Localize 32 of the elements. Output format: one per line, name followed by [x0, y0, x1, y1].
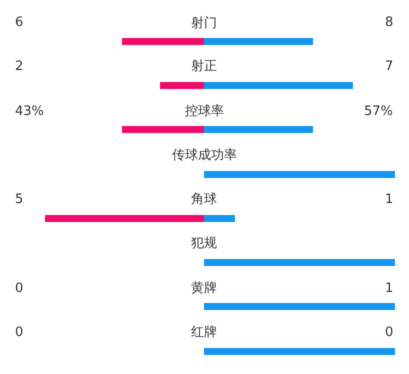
bar — [204, 38, 313, 45]
annotation: 1 — [385, 281, 394, 296]
annotation: 57% — [364, 104, 393, 119]
text: 0 — [15, 281, 24, 296]
bar — [204, 82, 353, 89]
text: 2 — [15, 59, 24, 74]
annotation: 1 — [385, 192, 394, 207]
annotation: 8 — [385, 15, 394, 30]
y-tick-label: 射正 — [191, 59, 217, 74]
bar — [204, 126, 313, 133]
text: 0 — [15, 325, 24, 340]
bar — [45, 215, 204, 222]
y-tick-label: 角球 — [191, 192, 217, 207]
bar — [160, 82, 204, 89]
annotation: 0 — [385, 325, 394, 340]
bar — [204, 215, 235, 222]
y-tick-label: 红牌 — [191, 325, 217, 340]
y-tick-label: 黄牌 — [191, 281, 217, 296]
y-tick-label: 传球成功率 — [172, 147, 237, 163]
y-tick-label: 犯规 — [191, 236, 217, 251]
bar — [204, 348, 395, 355]
bar — [204, 171, 395, 178]
text: 5 — [15, 192, 24, 207]
text: 43% — [15, 104, 44, 119]
annotation: 7 — [385, 59, 394, 74]
bar — [204, 259, 395, 266]
bar — [204, 303, 395, 310]
bar — [122, 126, 204, 133]
bar — [122, 38, 204, 45]
y-tick-label: 射门 — [191, 15, 217, 31]
y-tick-label: 控球率 — [185, 103, 224, 119]
text: 6 — [15, 15, 24, 30]
